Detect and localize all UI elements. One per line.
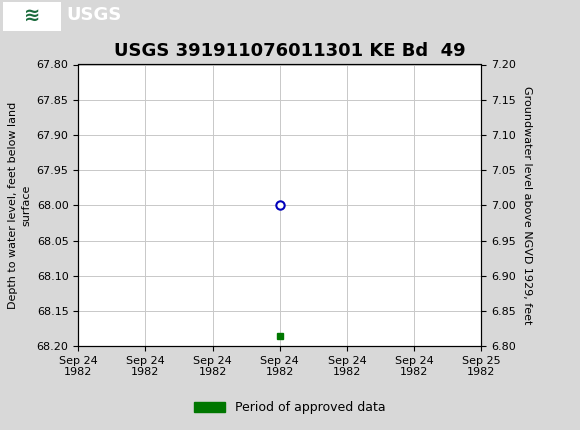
Text: USGS: USGS	[67, 6, 122, 25]
Bar	[3, 2, 61, 31]
Y-axis label: Depth to water level, feet below land
surface: Depth to water level, feet below land su…	[8, 102, 31, 309]
Legend: Period of approved data: Period of approved data	[189, 396, 391, 419]
Text: ≋: ≋	[24, 6, 40, 25]
Y-axis label: Groundwater level above NGVD 1929, feet: Groundwater level above NGVD 1929, feet	[521, 86, 531, 325]
Text: USGS 391911076011301 KE Bd  49: USGS 391911076011301 KE Bd 49	[114, 42, 466, 60]
